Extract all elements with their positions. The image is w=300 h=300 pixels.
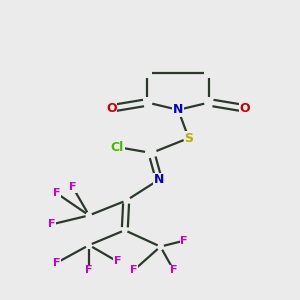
- Text: N: N: [154, 173, 164, 186]
- Text: O: O: [106, 102, 117, 115]
- Text: N: N: [173, 103, 183, 116]
- Text: F: F: [69, 182, 76, 192]
- Text: F: F: [114, 256, 121, 266]
- Text: F: F: [180, 236, 188, 246]
- Text: F: F: [48, 219, 56, 229]
- Text: F: F: [52, 188, 60, 198]
- Text: O: O: [240, 102, 250, 115]
- Text: F: F: [170, 266, 178, 275]
- Text: Cl: Cl: [111, 140, 124, 154]
- Text: F: F: [52, 258, 60, 268]
- Text: S: S: [184, 132, 193, 145]
- Text: F: F: [85, 266, 93, 275]
- Text: F: F: [130, 266, 137, 275]
